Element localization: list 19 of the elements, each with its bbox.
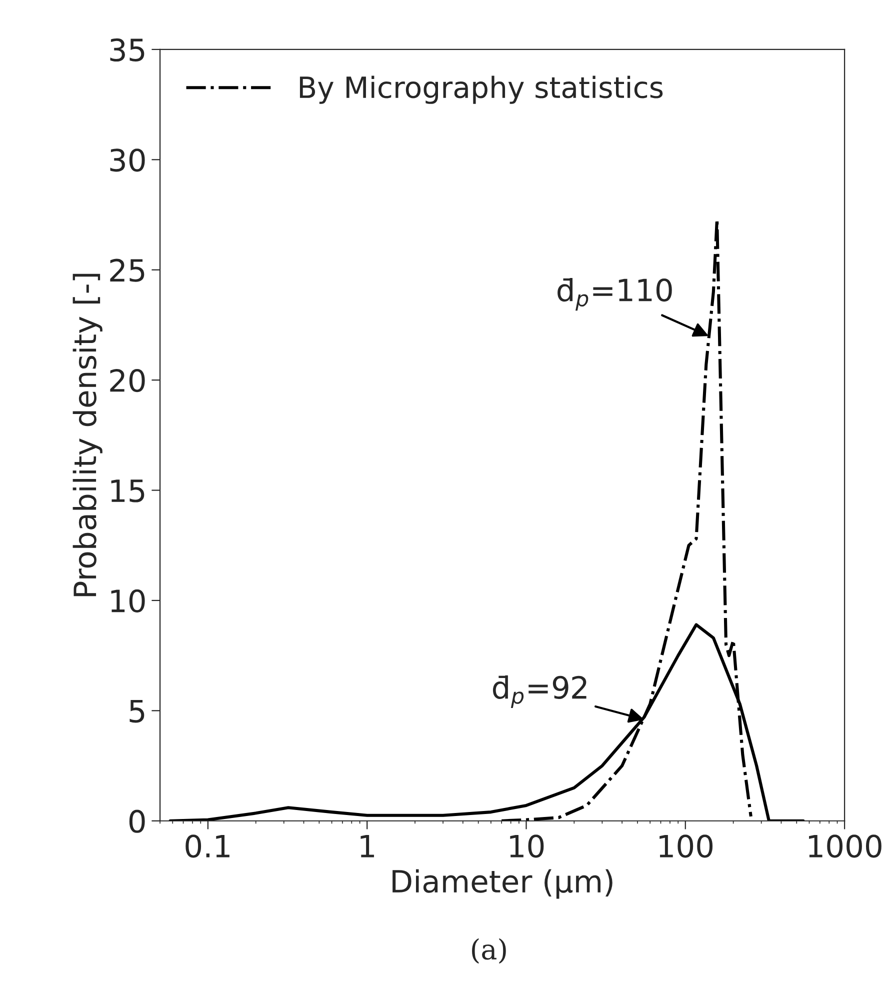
x-tick-label: 0.1: [186, 834, 230, 858]
y-tick-label: 0: [129, 810, 145, 833]
x-axis-title: Diameter (μm): [392, 869, 612, 899]
x-tick-label: 100: [660, 834, 713, 858]
y-tick-label: 25: [110, 258, 144, 282]
y-axis-title: Probability density [-]: [72, 274, 102, 596]
y-tick-label: 20: [110, 368, 145, 392]
x-tick-label: 10: [510, 834, 544, 858]
y-tick-label: 35: [110, 38, 144, 62]
legend-label: By Micrography statistics: [300, 76, 663, 104]
y-tick-label: 10: [111, 589, 145, 613]
annotation: d̄$_{p}$=92: [492, 675, 586, 708]
x-tick-label: 1: [360, 835, 374, 858]
y-tick-label: 30: [110, 148, 145, 172]
annotation: d̄$_{p}$=110: [558, 278, 672, 311]
text: (a): [472, 938, 506, 964]
y-tick-label: 15: [111, 480, 144, 502]
x-tick-label: 1000: [809, 834, 882, 858]
y-tick-label: 5: [130, 700, 144, 723]
